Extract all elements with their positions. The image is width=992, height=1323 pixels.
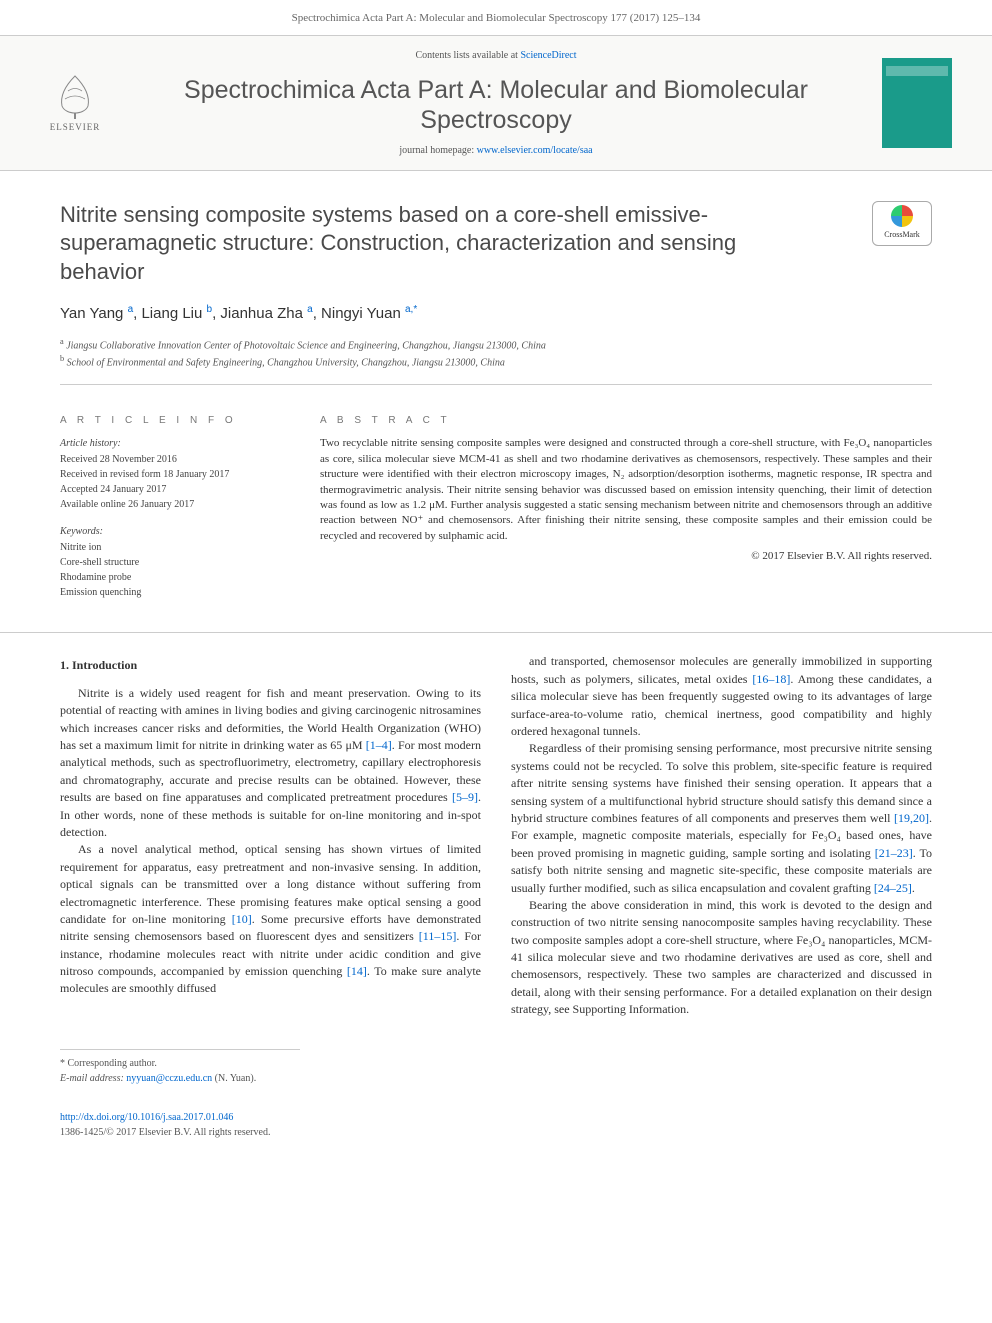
info-abstract-row: A R T I C L E I N F O Article history: R… [0,397,992,633]
sciencedirect-link[interactable]: ScienceDirect [520,50,576,61]
homepage-line: journal homepage: www.elsevier.com/locat… [130,143,862,158]
body-paragraph: Bearing the above consideration in mind,… [511,897,932,1019]
journal-banner: ELSEVIER Contents lists available at Sci… [0,36,992,171]
abstract-text: Two recyclable nitrite sensing composite… [320,436,932,544]
doi-link[interactable]: http://dx.doi.org/10.1016/j.saa.2017.01.… [60,1112,233,1123]
corresponding-author: * Corresponding author. E-mail address: … [60,1049,300,1086]
abstract-copyright: © 2017 Elsevier B.V. All rights reserved… [320,548,932,565]
tree-icon [50,71,100,121]
section-heading: 1. Introduction [60,657,481,674]
issn-line: 1386-1425/© 2017 Elsevier B.V. All right… [60,1125,932,1140]
journal-cover-thumb [882,58,952,148]
abstract-col: A B S T R A C T Two recyclable nitrite s… [320,413,932,612]
keyword-item: Core-shell structure [60,555,290,570]
history-line: Accepted 24 January 2017 [60,482,290,497]
keyword-item: Nitrite ion [60,540,290,555]
body-paragraph: Regardless of their promising sensing pe… [511,740,932,897]
banner-center: Contents lists available at ScienceDirec… [130,48,862,158]
article-info-col: A R T I C L E I N F O Article history: R… [60,413,290,612]
crossmark-badge[interactable]: CrossMark [872,201,932,246]
author-list: Yan Yang a, Liang Liu b, Jianhua Zha a, … [60,302,932,326]
article-body: 1. Introduction Nitrite is a widely used… [0,633,992,1048]
elsevier-logo: ELSEVIER [40,65,110,140]
crossmark-icon [891,205,913,227]
history-label: Article history: [60,436,290,451]
footer: * Corresponding author. E-mail address: … [0,1049,992,1160]
body-paragraph: Nitrite is a widely used reagent for fis… [60,685,481,842]
body-paragraph: As a novel analytical method, optical se… [60,841,481,998]
affiliation-line: b School of Environmental and Safety Eng… [60,353,932,370]
article-header: CrossMark Nitrite sensing composite syst… [0,171,992,398]
keyword-item: Emission quenching [60,585,290,600]
doi-line: http://dx.doi.org/10.1016/j.saa.2017.01.… [60,1110,932,1125]
corr-email-link[interactable]: nyyuan@cczu.edu.cn [126,1073,212,1084]
body-paragraph: and transported, chemosensor molecules a… [511,653,932,740]
article-info-heading: A R T I C L E I N F O [60,413,290,428]
history-line: Available online 26 January 2017 [60,497,290,512]
corr-email-name: (N. Yuan). [215,1073,257,1084]
email-label: E-mail address: [60,1073,124,1084]
running-head-text: Spectrochimica Acta Part A: Molecular an… [292,12,701,24]
keywords-block: Keywords: Nitrite ionCore-shell structur… [60,524,290,600]
homepage-link[interactable]: www.elsevier.com/locate/saa [477,145,593,156]
running-head: Spectrochimica Acta Part A: Molecular an… [0,0,992,36]
contents-line: Contents lists available at ScienceDirec… [130,48,862,63]
keywords-label: Keywords: [60,524,290,539]
history-line: Received 28 November 2016 [60,452,290,467]
corr-label: * Corresponding author. [60,1056,300,1071]
crossmark-label: CrossMark [884,229,920,241]
history-block: Article history: Received 28 November 20… [60,436,290,512]
affiliations: a Jiangsu Collaborative Innovation Cente… [60,336,932,386]
article-title: Nitrite sensing composite systems based … [60,201,820,287]
abstract-heading: A B S T R A C T [320,413,932,428]
affiliation-line: a Jiangsu Collaborative Innovation Cente… [60,336,932,353]
history-line: Received in revised form 18 January 2017 [60,467,290,482]
elsevier-label: ELSEVIER [50,121,101,135]
journal-title: Spectrochimica Acta Part A: Molecular an… [130,75,862,135]
keyword-item: Rhodamine probe [60,570,290,585]
